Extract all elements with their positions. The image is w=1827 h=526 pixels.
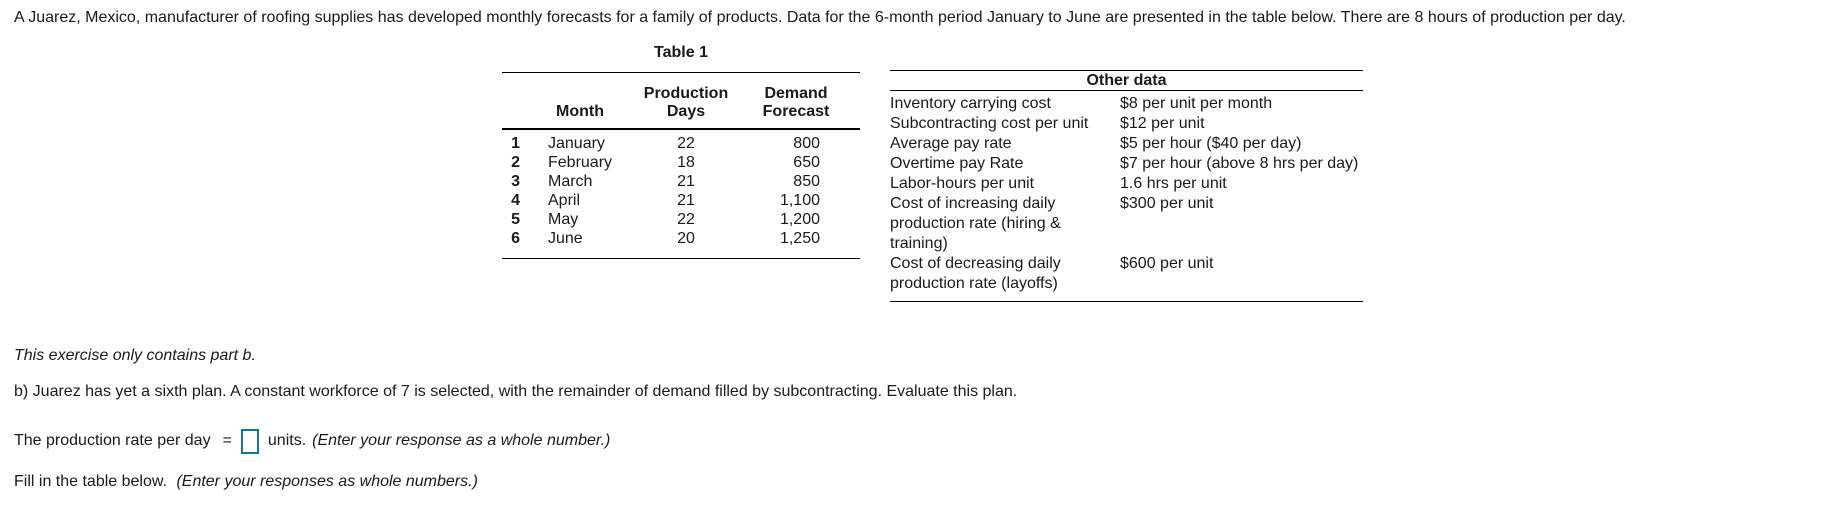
other-data-row: Average pay rate $5 per hour ($40 per da…	[890, 134, 1363, 154]
fill-table-hint: (Enter your responses as whole numbers.)	[176, 473, 478, 490]
forecast-cell: 1,200	[779, 211, 820, 228]
row-num: 3	[511, 173, 520, 190]
other-data-value: $5 per hour ($40 per day)	[1120, 135, 1302, 152]
other-data-value: 1.6 hrs per unit	[1120, 175, 1227, 192]
table1-title: Table 1	[654, 44, 708, 61]
other-data-label: Subcontracting cost per unit	[890, 115, 1089, 132]
month-cell: March	[548, 173, 593, 190]
other-data-value: $300 per unit	[1120, 195, 1214, 212]
exercise-note: This exercise only contains part b.	[14, 347, 256, 364]
table1-row: 6 June 20 1,250	[502, 229, 860, 259]
month-cell: May	[548, 211, 579, 228]
fill-table-instruction: Fill in the table below. (Enter your res…	[14, 472, 478, 492]
table1-row: 1 January 22 800	[502, 129, 860, 153]
month-cell: April	[548, 192, 581, 209]
forecast-cell: 800	[793, 135, 820, 152]
days-cell: 21	[677, 192, 695, 209]
month-cell: February	[548, 154, 613, 171]
fill-table-text: Fill in the table below.	[14, 473, 167, 490]
other-data-label: Cost of decreasing daily production rate…	[890, 255, 1061, 292]
other-data-label: Overtime pay Rate	[890, 155, 1024, 172]
equals-sign: =	[222, 432, 232, 449]
other-data-label: Average pay rate	[890, 135, 1012, 152]
header-demand-forecast: Demand Forecast	[732, 72, 860, 130]
other-data-value: $8 per unit per month	[1120, 95, 1273, 112]
days-cell: 21	[677, 173, 695, 190]
table1-row: 3 March 21 850	[502, 172, 860, 191]
other-data-row: Overtime pay Rate $7 per hour (above 8 h…	[890, 154, 1363, 174]
other-data-value: $7 per hour (above 8 hrs per day)	[1120, 155, 1359, 172]
other-data-row: Cost of decreasing daily production rate…	[890, 254, 1363, 294]
table1-grid: Month Production Days Demand Forecast 1 …	[502, 72, 860, 259]
table1-row: 2 February 18 650	[502, 153, 860, 172]
other-data-value: $12 per unit	[1120, 115, 1205, 132]
other-data-label: Cost of increasing daily production rate…	[890, 195, 1061, 252]
header-month: Month	[520, 72, 640, 130]
production-rate-hint: (Enter your response as a whole number.)	[312, 432, 611, 449]
production-rate-input[interactable]	[240, 428, 259, 454]
days-cell: 18	[677, 154, 695, 171]
other-data-row: Cost of increasing daily production rate…	[890, 194, 1363, 254]
other-data-row: Inventory carrying cost $8 per unit per …	[890, 94, 1363, 114]
other-data-body: Inventory carrying cost $8 per unit per …	[890, 91, 1363, 302]
other-data-value: $600 per unit	[1120, 255, 1214, 272]
row-num: 6	[511, 230, 520, 247]
other-data-label: Labor-hours per unit	[890, 175, 1035, 192]
production-rate-prefix: The production rate per day	[14, 432, 211, 449]
row-num: 1	[511, 135, 520, 152]
table1-row: 5 May 22 1,200	[502, 210, 860, 229]
production-rate-line: The production rate per day = units. (En…	[14, 427, 610, 455]
other-data-title: Other data	[890, 70, 1363, 91]
table1: Table 1 Month Production Days Demand For…	[502, 44, 860, 259]
row-num: 4	[511, 192, 520, 209]
other-data-label: Inventory carrying cost	[890, 95, 1051, 112]
table1-row: 4 April 21 1,100	[502, 191, 860, 210]
intro-text: A Juarez, Mexico, manufacturer of roofin…	[14, 9, 1626, 26]
header-production-days: Production Days	[640, 72, 732, 130]
other-data-row: Subcontracting cost per unit $12 per uni…	[890, 114, 1363, 134]
days-cell: 20	[677, 230, 695, 247]
month-cell: January	[548, 135, 605, 152]
row-num: 5	[511, 211, 520, 228]
other-data-row: Labor-hours per unit 1.6 hrs per unit	[890, 174, 1363, 194]
days-cell: 22	[677, 135, 695, 152]
month-cell: June	[548, 230, 583, 247]
days-cell: 22	[677, 211, 695, 228]
other-data-table: Other data Inventory carrying cost $8 pe…	[890, 70, 1363, 302]
table1-header-row: Month Production Days Demand Forecast	[502, 72, 860, 130]
forecast-cell: 850	[793, 173, 820, 190]
production-rate-suffix: units.	[267, 432, 307, 449]
forecast-cell: 1,100	[779, 192, 820, 209]
row-num: 2	[511, 154, 520, 171]
header-num	[502, 72, 520, 130]
forecast-cell: 650	[793, 154, 820, 171]
forecast-cell: 1,250	[779, 230, 820, 247]
part-b-question: b) Juarez has yet a sixth plan. A consta…	[14, 383, 1018, 400]
